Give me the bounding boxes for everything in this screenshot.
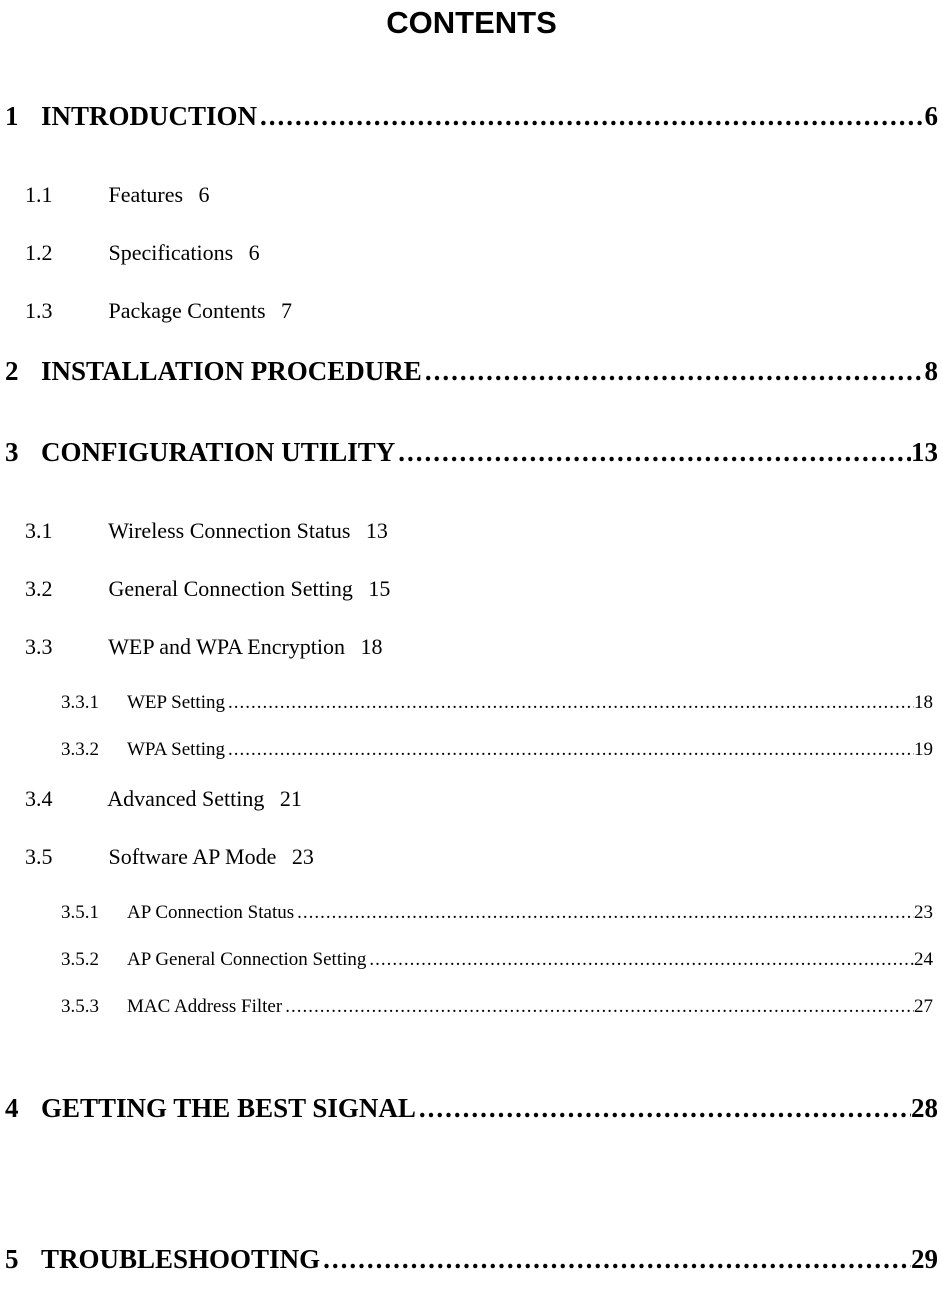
section-number: 3 [5, 437, 41, 468]
toc-section-1: 1 INTRODUCTION .........................… [5, 101, 938, 132]
dot-leader: ........................................… [366, 949, 914, 971]
toc-subsubsection-3-3-1: 3.3.1 WEP Setting ......................… [61, 692, 938, 714]
subsubsection-number: 3.3.1 [61, 692, 127, 714]
dot-leader: ........................................… [257, 101, 924, 132]
toc-subsection-3-1: 3.1 Wireless Connection Status 13 [25, 518, 938, 544]
subsection-number: 3.3 [25, 634, 103, 660]
toc-subsection-1-3: 1.3 Package Contents 7 [25, 298, 938, 324]
dot-leader: ........................................… [395, 437, 911, 468]
subsection-title: WEP and WPA Encryption [108, 634, 345, 659]
section-number: 2 [5, 356, 41, 387]
toc-subsection-1-1: 1.1 Features 6 [25, 182, 938, 208]
subsection-title: Features [109, 182, 184, 207]
toc-subsubsection-3-3-2: 3.3.2 WPA Setting ......................… [61, 739, 938, 761]
subsubsection-title: WPA Setting [127, 739, 225, 761]
section-title: INSTALLATION PROCEDURE [41, 356, 422, 387]
section-number: 1 [5, 101, 41, 132]
section-title: INTRODUCTION [41, 101, 257, 132]
section-title: GETTING THE BEST SIGNAL [41, 1093, 416, 1124]
toc-subsection-3-3: 3.3 WEP and WPA Encryption 18 [25, 634, 938, 660]
subsection-page: 23 [292, 844, 314, 869]
toc-subsubsection-3-5-2: 3.5.2 AP General Connection Setting ....… [61, 949, 938, 971]
dot-leader: ........................................… [416, 1093, 911, 1124]
toc-section-3: 3 CONFIGURATION UTILITY ................… [5, 437, 938, 468]
toc-subsection-3-4: 3.4 Advanced Setting 21 [25, 786, 938, 812]
subsection-title: Advanced Setting [107, 786, 264, 811]
subsubsection-page: 23 [914, 902, 938, 924]
subsection-number: 3.5 [25, 844, 103, 870]
subsection-page: 6 [249, 240, 260, 265]
toc-subsection-3-2: 3.2 General Connection Setting 15 [25, 576, 938, 602]
subsection-title: Package Contents [109, 298, 266, 323]
dot-leader: ........................................… [282, 996, 914, 1018]
subsubsection-title: AP Connection Status [127, 902, 294, 924]
subsection-number: 1.3 [25, 298, 103, 324]
dot-leader: ........................................… [225, 739, 914, 761]
subsubsection-page: 27 [914, 996, 938, 1018]
section-title: CONFIGURATION UTILITY [41, 437, 395, 468]
subsection-title: Software AP Mode [109, 844, 277, 869]
subsection-title: Wireless Connection Status [108, 518, 350, 543]
subsection-title: Specifications [109, 240, 234, 265]
toc-section-4: 4 GETTING THE BEST SIGNAL ..............… [5, 1093, 938, 1124]
dot-leader: ........................................… [320, 1244, 911, 1275]
subsection-number: 1.1 [25, 182, 103, 208]
toc-subsection-1-2: 1.2 Specifications 6 [25, 240, 938, 266]
subsubsection-page: 19 [914, 739, 938, 761]
subsubsection-page: 18 [914, 692, 938, 714]
toc-subsubsection-3-5-3: 3.5.3 MAC Address Filter ...............… [61, 996, 938, 1018]
page-title: CONTENTS [5, 5, 938, 41]
section-page: 29 [911, 1244, 938, 1275]
subsubsection-number: 3.5.3 [61, 996, 127, 1018]
subsubsection-number: 3.3.2 [61, 739, 127, 761]
toc-section-2: 2 INSTALLATION PROCEDURE ...............… [5, 356, 938, 387]
subsubsection-title: AP General Connection Setting [127, 949, 366, 971]
subsection-page: 6 [199, 182, 210, 207]
subsection-page: 7 [281, 298, 292, 323]
toc-subsection-3-5: 3.5 Software AP Mode 23 [25, 844, 938, 870]
section-page: 28 [911, 1093, 938, 1124]
subsection-page: 13 [366, 518, 388, 543]
subsection-page: 15 [368, 576, 390, 601]
subsubsection-title: MAC Address Filter [127, 996, 282, 1018]
dot-leader: ........................................… [294, 902, 914, 924]
subsubsection-title: WEP Setting [127, 692, 225, 714]
section-page: 6 [925, 101, 939, 132]
subsubsection-page: 24 [914, 949, 938, 971]
section-number: 5 [5, 1244, 41, 1275]
subsubsection-number: 3.5.2 [61, 949, 127, 971]
section-title: TROUBLESHOOTING [41, 1244, 320, 1275]
dot-leader: ........................................… [225, 692, 914, 714]
section-page: 8 [925, 356, 939, 387]
subsection-title: General Connection Setting [109, 576, 353, 601]
subsubsection-number: 3.5.1 [61, 902, 127, 924]
dot-leader: ........................................… [422, 356, 925, 387]
toc-section-5: 5 TROUBLESHOOTING ......................… [5, 1244, 938, 1275]
subsection-number: 3.4 [25, 786, 103, 812]
toc-subsubsection-3-5-1: 3.5.1 AP Connection Status .............… [61, 902, 938, 924]
subsection-number: 1.2 [25, 240, 103, 266]
section-number: 4 [5, 1093, 41, 1124]
section-page: 13 [911, 437, 938, 468]
subsection-number: 3.2 [25, 576, 103, 602]
subsection-page: 18 [361, 634, 383, 659]
subsection-page: 21 [280, 786, 302, 811]
subsection-number: 3.1 [25, 518, 103, 544]
